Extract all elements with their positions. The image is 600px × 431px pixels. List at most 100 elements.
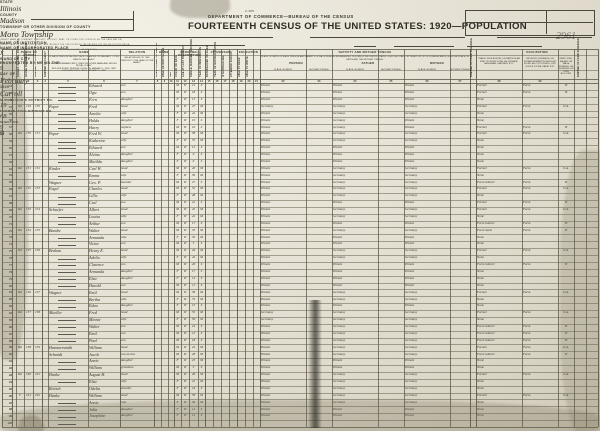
cell-surname: Engel [49,187,59,192]
column-rule [404,49,405,427]
cell-relation: boarder [121,386,132,390]
cell-sex: F [176,276,179,280]
cell-age: 18 [191,338,196,342]
row-rule [2,151,598,153]
cell-father-birthplace: Illinois [333,263,343,267]
cell-birthplace: Illinois [261,242,271,246]
cell-sex: M [176,187,179,191]
cell-given-name: Clarence [89,263,104,268]
row-rule [2,49,598,50]
cell-race: W [183,325,187,329]
cell-relation: son [121,201,126,205]
county-label: COUNTY [0,13,18,17]
cell-occupation: Farmer [477,187,488,191]
cell-birthplace: Illinois [261,201,271,205]
cell-age: 13 [191,304,196,308]
cell-sex: M [176,104,179,108]
cell-birthplace: Germany [261,318,274,322]
row-number: 82 [9,298,12,302]
cell-sex: M [176,283,179,287]
column-rule [229,49,230,427]
cell-age: 40 [191,166,196,170]
cell-age: 25 [191,359,196,363]
cell-race: W [183,221,187,225]
cell-father-birthplace: Germany [333,187,346,191]
cell-industry: Farm [523,221,531,225]
cell-age: 38 [191,132,196,136]
cell-race: W [183,125,187,129]
row-number: 99 [9,415,12,419]
cell-industry: Farm [523,84,531,88]
ditto-dash [58,155,76,156]
row-number: 55 [9,112,12,116]
cell-age: 35 [191,139,196,143]
cell-sex: M [176,221,179,225]
cell-birthplace: Illinois [261,228,271,232]
cell-sex: M [176,373,179,377]
cell-race: W [183,380,187,384]
cell-dwelling-number: 151 [35,132,40,136]
cell-age: 42 [191,214,196,218]
cell-marital-status: S [200,125,203,129]
cell-father-birthplace: Germany [333,166,346,170]
cell-age: 27 [191,180,196,184]
cell-marital-status: M [200,256,203,260]
ditto-dash [58,244,76,246]
cell-race: W [183,331,187,335]
row-number: 84 [9,312,12,316]
cell-birthplace: Illinois [261,263,271,267]
cell-birthplace: Illinois [261,132,271,136]
row-number: 95 [9,387,12,391]
cell-mother-birthplace: Illinois [405,263,415,267]
cell-mother-birthplace: Germany [405,194,418,198]
cell-age: 42 [191,345,196,349]
cell-employer-class: O.A. [562,208,570,212]
cell-marital-status: S [200,221,203,225]
cell-marital-status: S [200,386,203,390]
cell-age: 5 [192,242,195,246]
cell-relation: wife [121,235,127,239]
cell-relation: son [121,325,126,329]
cell-race: W [183,345,187,349]
row-number: 64 [9,174,12,178]
cell-sex: F [176,400,179,404]
able-to-read-header: Able to read [239,57,241,77]
cell-father-birthplace: Germany [333,249,346,253]
cell-birthplace: Illinois [261,139,271,143]
row-number: 68 [9,202,12,205]
cell-industry: Farm [523,125,531,129]
cell-sex: F [176,269,179,273]
cell-house-number: 151 [26,166,31,170]
cell-given-name: Elsie [89,380,98,385]
column-rule [181,49,182,427]
cell-relation: son [121,263,126,267]
cell-race: W [183,228,187,232]
cell-race: W [183,201,187,205]
row-rule [2,179,598,180]
column-number: 27 [458,79,462,83]
cell-relation: wife [121,173,127,177]
cell-occupation: Farm laborer [477,352,495,356]
cell-industry: Farm [523,132,531,136]
row-number: 60 [9,146,12,150]
cell-sex: F [176,97,179,101]
cell-relation: wife [121,214,127,218]
age-header: Age at last birthday [183,45,185,77]
cell-sex: M [176,331,179,335]
row-number: 97 [9,401,12,405]
row-rule [2,365,598,366]
attended-school-header: Attended school [231,51,233,77]
enumeration-district-value: 68 [0,113,600,120]
cell-race: W [183,352,187,356]
row-rule [2,378,598,380]
sheet-no-label: SHEET No. [0,120,20,124]
cell-sex: F [176,359,179,363]
cell-marital-status: M [200,235,203,239]
cell-birthplace: Illinois [261,214,271,218]
ditto-dash [58,100,76,101]
cell-birthplace: Illinois [261,173,271,177]
cell-sex: M [176,208,179,212]
cell-father-birthplace: Germany [333,311,346,315]
cell-age: 12 [191,146,196,150]
cell-birthplace: Illinois [261,366,271,370]
